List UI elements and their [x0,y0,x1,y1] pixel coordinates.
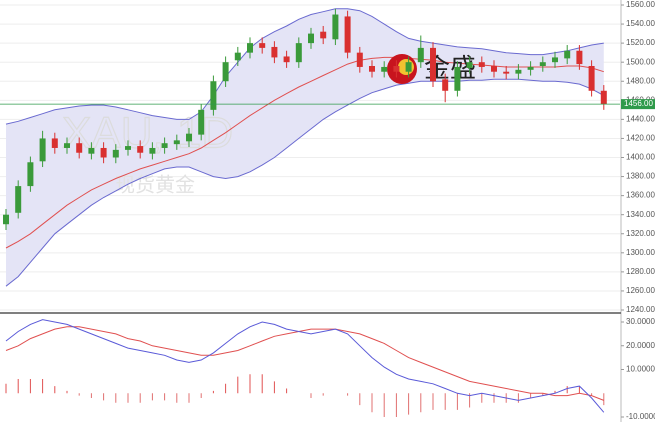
y-tick-label: 1540.00 [626,19,655,28]
candle-body [466,62,473,68]
candle-body [552,57,558,63]
y-tick-label: 1380.00 [626,172,655,181]
candle-body [3,214,9,225]
candle-body [76,143,83,153]
y-tick-label: 1440.00 [626,114,655,123]
y-tick-label: 1300.00 [626,248,655,257]
dif-line [5,319,605,413]
lower-band [5,78,605,287]
candle-body [149,147,156,154]
candle-body [198,109,205,135]
candle-body [430,47,436,82]
watermark-group: XAU, 1D 现货黄金 [61,108,233,196]
candle-body [417,47,424,63]
candle-body [27,162,34,187]
y-tick-label: 1500.00 [626,57,655,66]
candle-body [588,66,595,91]
candle-body [186,133,192,142]
candle-body [259,43,266,48]
candle-body [491,66,497,72]
candle-body [137,146,144,153]
candle-body [344,16,351,53]
y-tick-label: 1280.00 [626,267,655,276]
candle-body [539,62,546,66]
y-tick-label: 1480.00 [626,76,655,85]
candle-body [381,66,388,72]
candle-body [15,186,22,213]
candle-body [320,31,327,39]
candle-body [393,66,400,72]
y-tick-label: 1400.00 [626,153,655,162]
y-tick-label: 30.0000 [626,317,655,326]
candle-body [161,143,168,148]
candle-body [515,69,522,74]
candle-body [64,143,70,148]
y-tick-label: 1260.00 [626,286,655,295]
upper-band [5,8,604,125]
middle-band [5,56,604,249]
candle-body [173,140,180,145]
candle-body [247,43,253,53]
y-tick-label: 1520.00 [626,38,655,47]
candle-body [51,138,58,148]
candle-body [600,90,607,105]
candle-body [503,71,510,74]
y-tick-label: 1420.00 [626,134,655,143]
y-tick-label: 1560.00 [626,0,655,9]
candle-body [125,146,131,150]
candle-body [454,66,461,91]
watermark: XAU, 1D [62,109,233,158]
y-tick-label: 1240.00 [626,305,655,314]
last-price-box [621,99,655,110]
candle-body [405,62,412,72]
candle-body [478,62,485,67]
candle-body [356,52,363,67]
candle-body [271,46,278,58]
candle-body [283,56,290,63]
candle-body [332,14,339,40]
candle-body [234,52,241,61]
y-tick-label: 1320.00 [626,229,655,238]
candle-body [100,147,107,158]
y-tick-label: -10.0000 [626,412,655,421]
dea-line [5,326,604,401]
candle-body [527,66,534,70]
candle-body [112,149,119,158]
last-price-label: 1456.00 [624,99,653,108]
candle-body [564,50,571,59]
candle-body [88,147,95,154]
y-tick-label: 1360.00 [626,191,655,200]
candle-body [369,66,375,72]
watermark-sub: 现货黄金 [115,173,195,196]
y-tick-label: 10.0000 [626,365,655,374]
candle-body [442,79,449,91]
y-tick-label: 1340.00 [626,210,655,219]
candle-body [210,81,217,110]
y-tick-label: 20.0000 [626,341,655,350]
candle-body [576,50,583,65]
candle-body [39,138,46,162]
candle-body [295,43,302,63]
candle-body [308,33,314,44]
candle-body [222,62,229,82]
band-fill [6,8,604,287]
